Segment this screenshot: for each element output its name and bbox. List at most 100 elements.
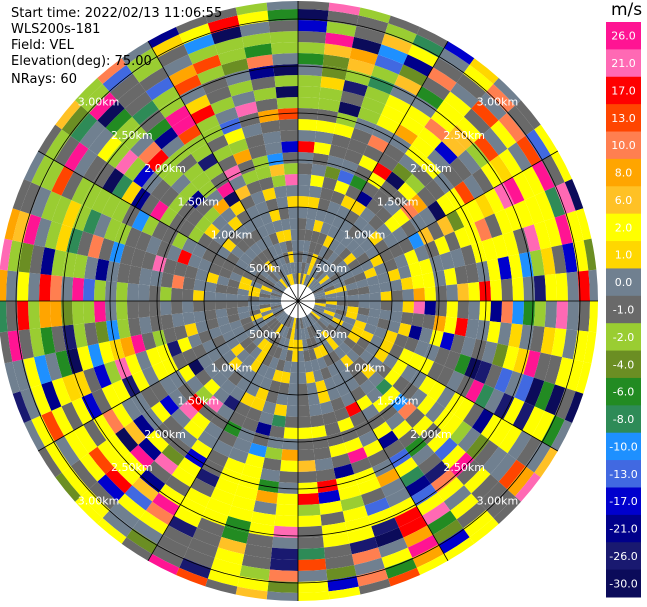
velocity-cell [207, 449, 229, 468]
velocity-cell [427, 221, 445, 241]
velocity-cell [121, 397, 142, 421]
velocity-cell [245, 133, 265, 149]
velocity-cell [191, 143, 213, 163]
velocity-cell [64, 430, 89, 460]
velocity-cell [152, 86, 180, 110]
velocity-cell [173, 325, 188, 341]
velocity-cell [156, 240, 172, 259]
velocity-cell [216, 181, 235, 199]
velocity-cell [308, 348, 317, 361]
velocity-cell [347, 526, 375, 544]
velocity-cell [269, 425, 285, 439]
velocity-cell [450, 248, 466, 268]
velocity-cell [298, 449, 315, 461]
velocity-cell [237, 159, 256, 175]
velocity-cell [484, 213, 503, 238]
velocity-cell [171, 466, 196, 488]
velocity-cell [330, 190, 346, 206]
velocity-cell [268, 332, 279, 345]
velocity-cell [239, 565, 270, 581]
velocity-cell [198, 258, 213, 272]
velocity-cell [252, 255, 265, 268]
velocity-cell [463, 64, 494, 93]
velocity-cell [413, 301, 425, 315]
velocity-cell [248, 442, 268, 458]
velocity-cell [226, 307, 239, 316]
velocity-cell [246, 180, 263, 196]
velocity-cell [268, 209, 281, 223]
velocity-cell [33, 217, 52, 248]
velocity-cell [385, 411, 406, 431]
velocity-cell [269, 163, 285, 177]
velocity-cell [192, 343, 208, 359]
velocity-cell [160, 286, 172, 301]
velocity-cell [497, 322, 512, 346]
colorbar-swatch [606, 131, 641, 160]
velocity-cell [323, 248, 334, 261]
velocity-cell [350, 265, 364, 277]
velocity-cell [251, 511, 276, 526]
velocity-cell [368, 308, 381, 319]
velocity-cell [198, 180, 217, 199]
velocity-cell [227, 278, 240, 289]
velocity-cell [534, 124, 558, 155]
velocity-cell [309, 325, 318, 337]
velocity-cell [310, 336, 319, 349]
velocity-cell [245, 265, 258, 276]
velocity-cell [425, 401, 446, 423]
velocity-cell [237, 306, 250, 314]
velocity-cell [312, 323, 321, 335]
velocity-cell [411, 313, 425, 328]
velocity-cell [519, 324, 534, 351]
velocity-cell [317, 257, 328, 270]
velocity-cell [368, 283, 381, 294]
velocity-cell [183, 419, 204, 440]
velocity-cell [315, 379, 328, 393]
velocity-cell [446, 210, 465, 232]
velocity-cell [139, 468, 166, 493]
velocity-cell [343, 316, 357, 326]
velocity-cell [239, 21, 270, 37]
velocity-cell [204, 309, 217, 321]
velocity-cell [105, 301, 117, 322]
velocity-cell [237, 10, 269, 27]
velocity-cell [322, 54, 350, 70]
velocity-cell [449, 420, 472, 445]
velocity-cell [83, 419, 107, 447]
velocity-cell [497, 256, 512, 280]
velocity-cell [62, 324, 77, 351]
velocity-cell [193, 279, 207, 292]
velocity-cell [138, 141, 162, 165]
velocity-cell [235, 331, 249, 344]
velocity-cell [465, 199, 485, 223]
velocity-cell [311, 163, 327, 177]
velocity-cell [81, 182, 103, 210]
velocity-cell [45, 441, 71, 473]
velocity-cell [161, 444, 185, 467]
velocity-cell [246, 54, 274, 70]
velocity-cell [298, 503, 321, 516]
velocity-cell [456, 73, 487, 101]
velocity-cell [98, 341, 115, 365]
velocity-cell [380, 104, 406, 125]
colorbar-swatch [606, 514, 641, 543]
velocity-cell [493, 182, 515, 210]
velocity-cell [367, 134, 389, 153]
velocity-cell [135, 231, 152, 252]
velocity-cell [201, 124, 224, 144]
velocity-cell [113, 459, 140, 486]
colorbar-label: 17.0 [611, 84, 636, 97]
velocity-cell [254, 271, 267, 282]
range-label: 1.50km [377, 195, 419, 208]
velocity-cell [298, 239, 305, 252]
velocity-cell [340, 354, 354, 369]
velocity-cell [407, 352, 425, 370]
velocity-cell [347, 294, 359, 301]
velocity-cell [286, 274, 293, 286]
velocity-cell [515, 472, 541, 502]
velocity-cell [366, 387, 383, 404]
velocity-cell [347, 138, 368, 155]
velocity-cell [303, 240, 311, 253]
velocity-cell [306, 276, 315, 288]
velocity-cell [325, 303, 337, 310]
